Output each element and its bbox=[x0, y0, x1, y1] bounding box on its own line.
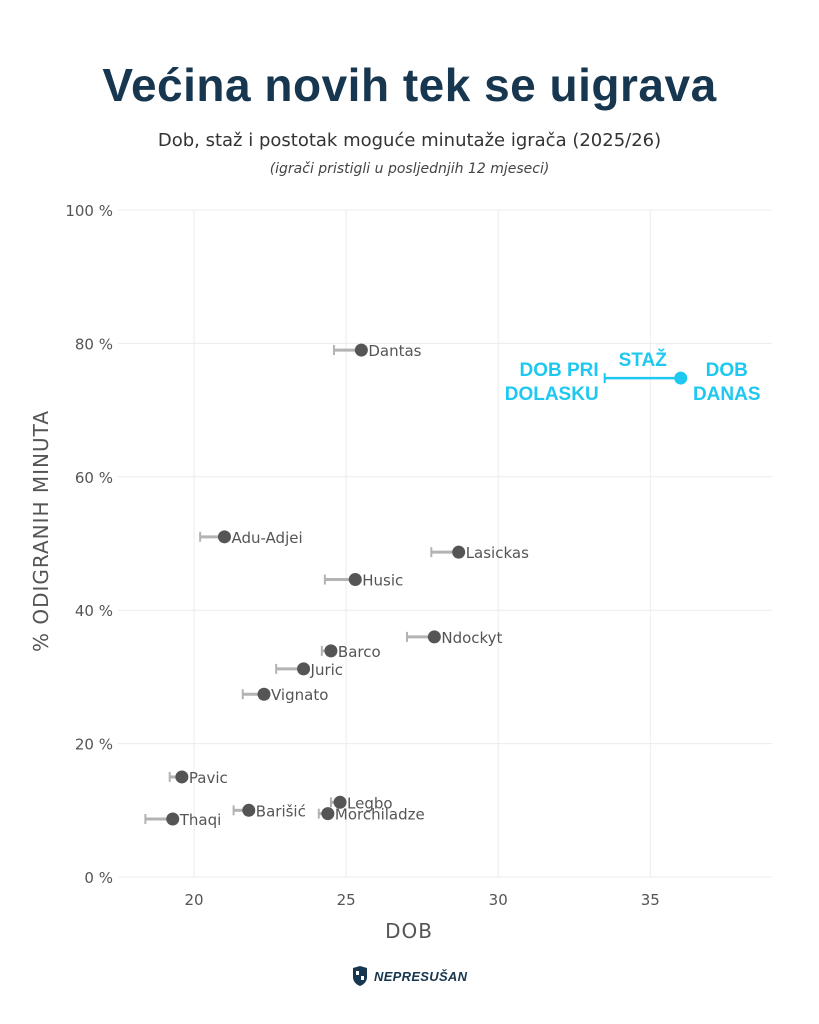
player-point bbox=[166, 812, 180, 826]
player-point bbox=[257, 687, 271, 701]
x-tick-label: 30 bbox=[489, 891, 508, 909]
x-axis-label: DOB bbox=[385, 919, 433, 943]
x-tick-label: 25 bbox=[337, 891, 356, 909]
player-label: Barco bbox=[338, 643, 381, 661]
brand-logo: NEPRESUŠAN bbox=[352, 964, 467, 988]
chart-subtitle-note: (igrači pristigli u posljednjih 12 mjese… bbox=[269, 161, 550, 177]
player-point bbox=[452, 545, 466, 559]
chart-title: Većina novih tek se uigrava bbox=[102, 59, 717, 111]
y-tick-label: 80 % bbox=[75, 335, 113, 353]
x-tick-label: 20 bbox=[184, 891, 203, 909]
player-label: Lasickas bbox=[466, 544, 529, 562]
x-axis-ticks: 20 25 30 35 bbox=[184, 891, 659, 909]
y-tick-label: 20 % bbox=[75, 736, 113, 754]
player-point bbox=[333, 795, 347, 809]
player-label: Pavic bbox=[189, 769, 228, 787]
y-tick-label: 0 % bbox=[84, 869, 113, 887]
y-axis-ticks: 0 % 20 % 40 % 60 % 80 % 100 % bbox=[65, 202, 113, 887]
player-point bbox=[321, 807, 335, 821]
player-label: Juric bbox=[310, 661, 344, 679]
grid-lines bbox=[118, 209, 772, 878]
data-marks: Dantas Adu-Adjei Lasickas Husic Ndockyt Barco… bbox=[144, 342, 529, 829]
legend-start-label: DOLASKU bbox=[505, 384, 599, 405]
y-tick-label: 40 % bbox=[75, 602, 113, 620]
player-label: Thaqi bbox=[179, 811, 222, 829]
player-label: Morchiladze bbox=[335, 806, 425, 824]
player-label: Vignato bbox=[271, 686, 328, 704]
player-label: Dantas bbox=[368, 342, 421, 360]
legend-end-label: DOB bbox=[706, 360, 748, 381]
legend-start-label: DOB PRI bbox=[520, 360, 599, 381]
player-point bbox=[348, 573, 362, 587]
player-point bbox=[354, 343, 368, 357]
y-tick-label: 100 % bbox=[65, 202, 113, 220]
player-point bbox=[175, 770, 189, 784]
x-tick-label: 35 bbox=[641, 891, 660, 909]
chart-subtitle: Dob, staž i postotak moguće minutaže igr… bbox=[157, 130, 662, 151]
player-point bbox=[427, 630, 441, 644]
player-point bbox=[242, 803, 256, 817]
player-label: Barišić bbox=[256, 802, 306, 820]
player-label: Ndockyt bbox=[441, 629, 502, 647]
player-label: Husic bbox=[362, 572, 403, 590]
brand-name: NEPRESUŠAN bbox=[374, 968, 468, 984]
legend-end-label: DANAS bbox=[693, 384, 761, 405]
player-point bbox=[324, 644, 338, 658]
y-tick-label: 60 % bbox=[75, 469, 113, 487]
legend-point bbox=[674, 371, 688, 385]
y-axis-label: % ODIGRANIH MINUTA bbox=[29, 410, 53, 652]
player-point bbox=[217, 530, 231, 544]
legend: STAŽ DOB PRI DOLASKU DOB DANAS bbox=[505, 349, 761, 405]
shield-icon bbox=[353, 966, 367, 986]
player-label: Adu-Adjei bbox=[231, 529, 302, 547]
legend-bar-label: STAŽ bbox=[619, 349, 668, 371]
player-label: Legbo bbox=[347, 794, 393, 812]
player-point bbox=[297, 662, 311, 676]
